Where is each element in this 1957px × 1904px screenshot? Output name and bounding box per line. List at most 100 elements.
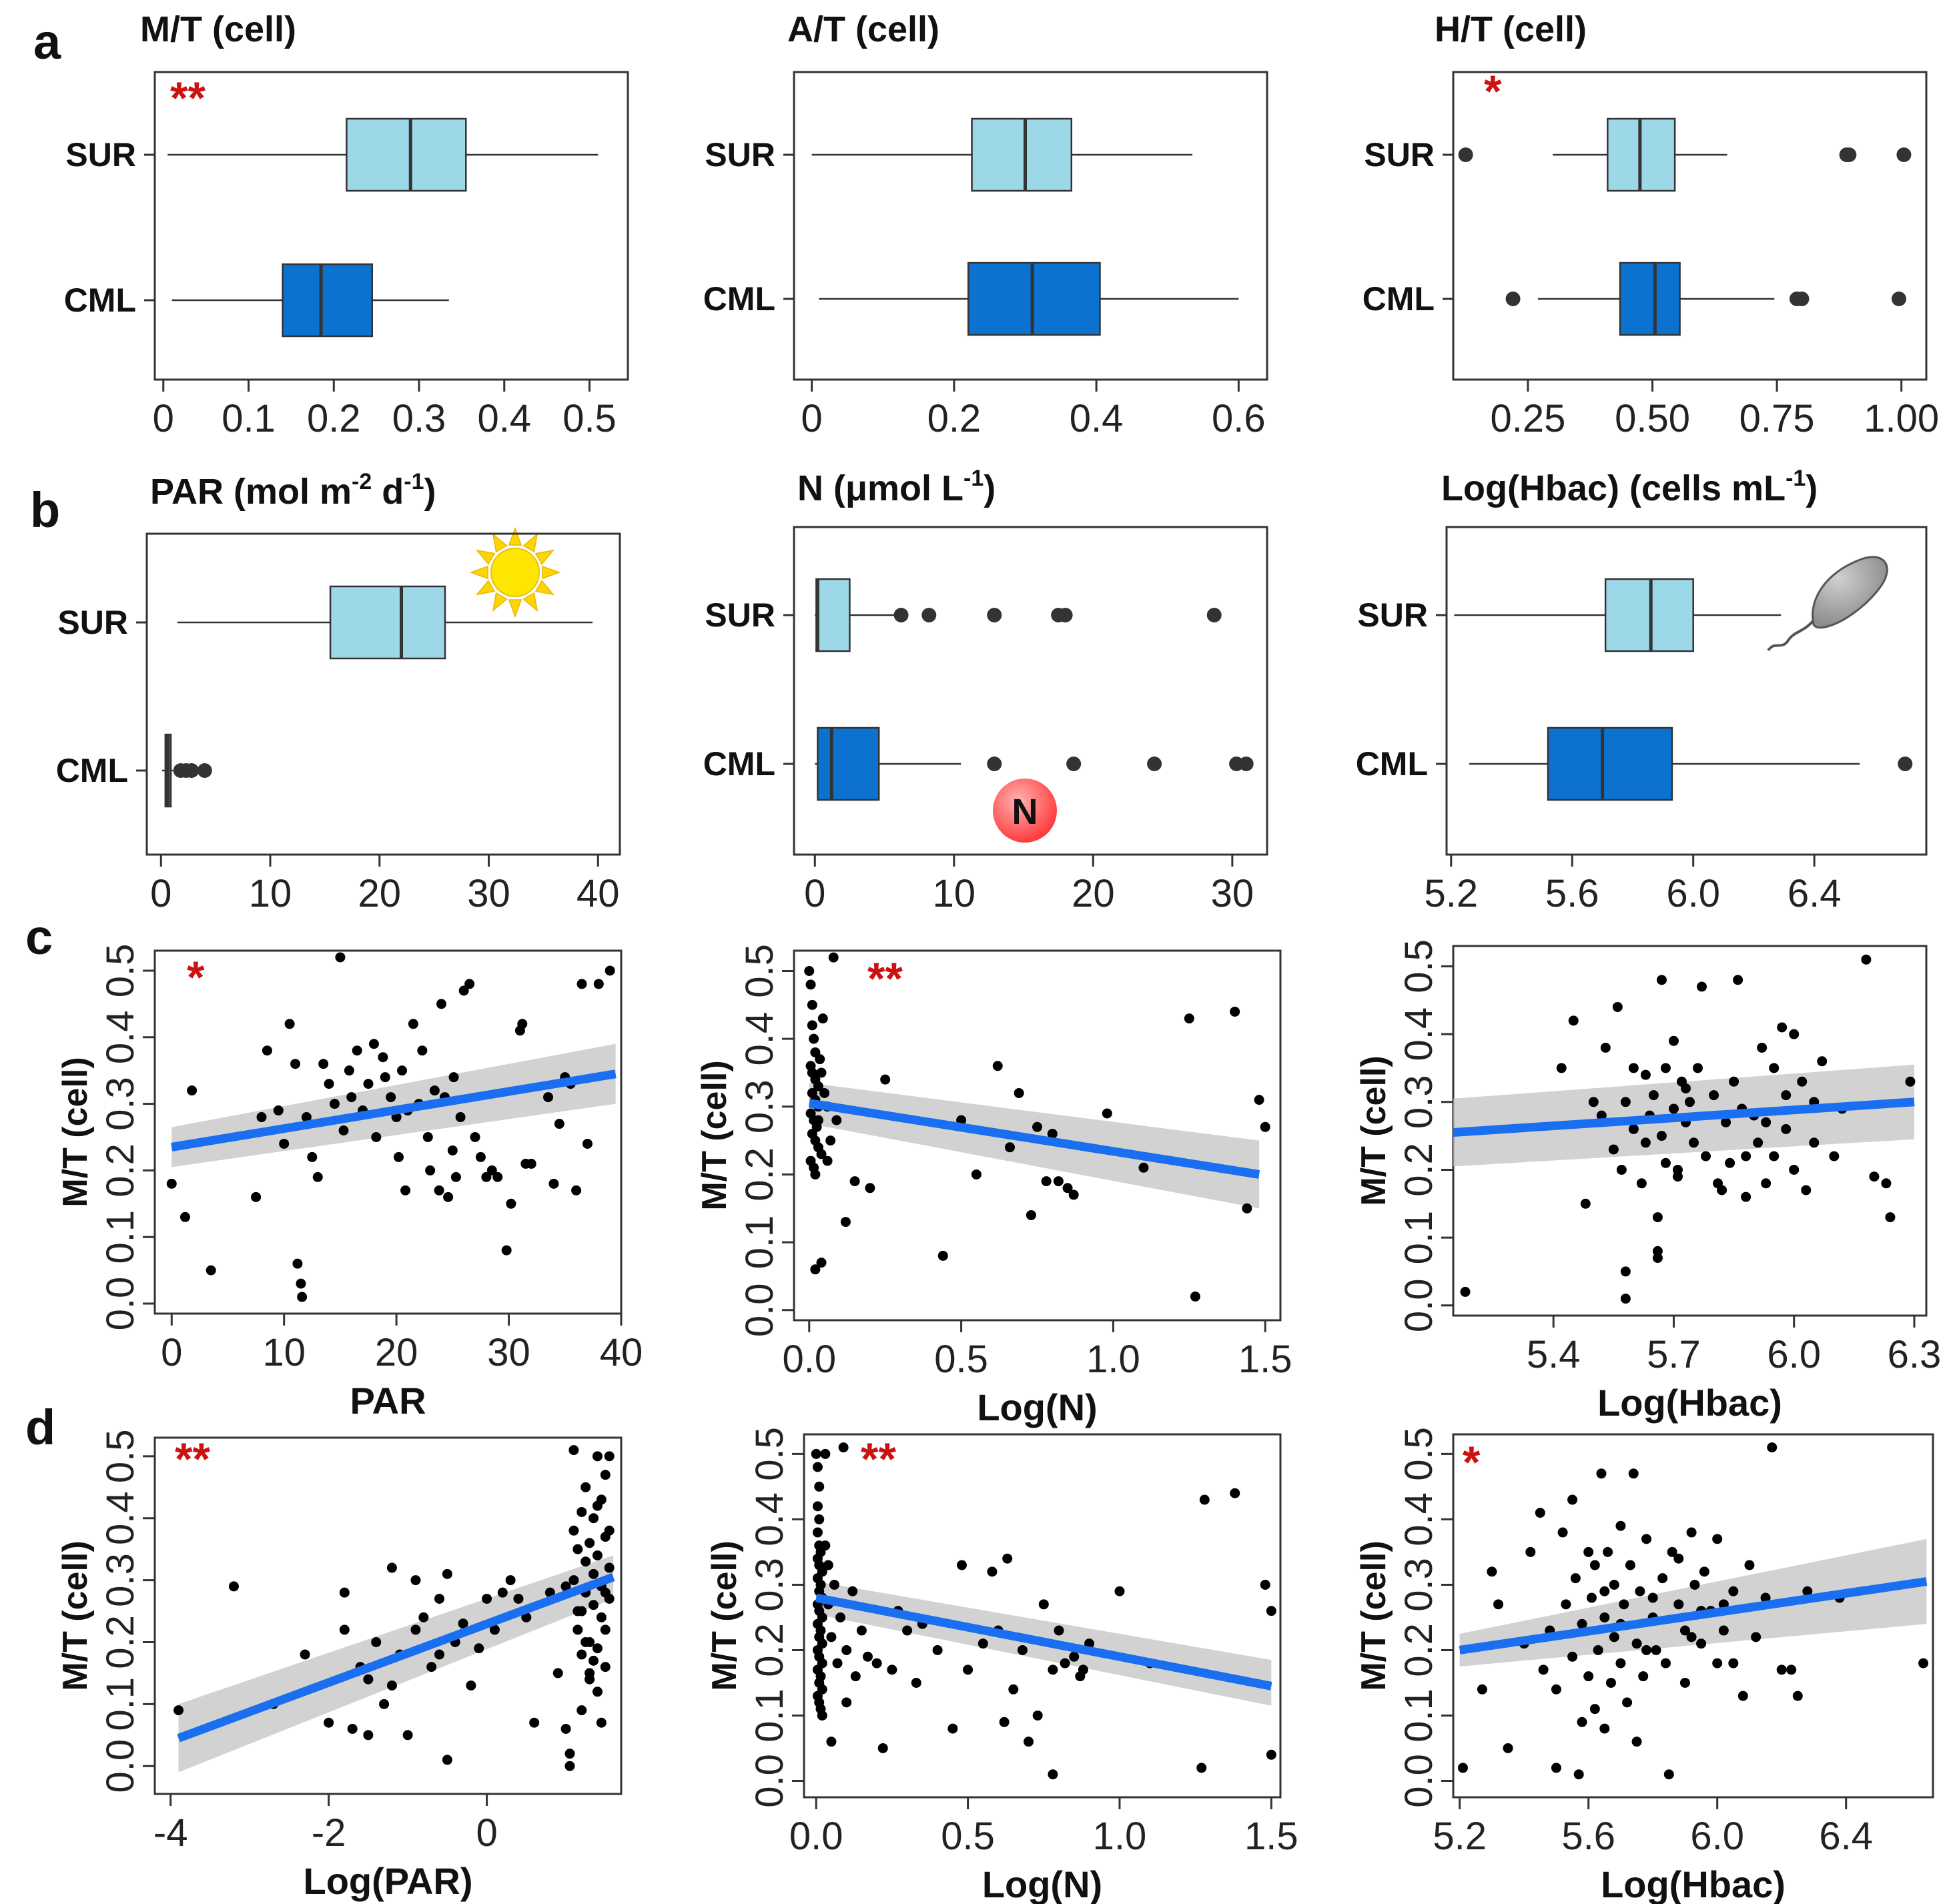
plot-frame (1452, 1433, 1934, 1799)
data-point (1636, 1178, 1647, 1189)
bacterium-flagellum (1767, 619, 1815, 652)
data-point (863, 1651, 873, 1662)
data-point (1656, 975, 1667, 985)
data-point (179, 1212, 190, 1222)
data-point (1631, 1638, 1642, 1649)
x-tick-label: 6.4 (1819, 1815, 1873, 1858)
data-point (564, 1749, 575, 1759)
box-outlier (1898, 757, 1913, 771)
data-point (1054, 1625, 1064, 1636)
data-point (1733, 975, 1743, 985)
data-point (1024, 1737, 1034, 1747)
data-point (1741, 1151, 1751, 1161)
sun-ray (508, 599, 522, 618)
data-point (442, 1755, 452, 1765)
sun-core (490, 548, 540, 597)
data-point (394, 1151, 404, 1162)
data-point (1230, 1006, 1240, 1017)
x-tick-label: 0.4 (1070, 397, 1124, 440)
x-tick-label: 6.0 (1690, 1815, 1744, 1858)
data-point (1616, 1164, 1627, 1175)
data-point (812, 1527, 823, 1538)
data-point (825, 1135, 836, 1146)
panel-title: M/T (cell) (140, 9, 296, 49)
panel-title-end: ) (1806, 468, 1818, 508)
data-point (1777, 1022, 1788, 1033)
panel-c3: 5.4 5.7 6.0 6.3 0.0 0.1 0.2 0.3 0.4 0.5 Log(Hbac) M… (1354, 939, 1941, 1424)
regression-line (808, 1099, 1260, 1179)
data-point (956, 1560, 967, 1570)
data-point (1457, 1763, 1468, 1773)
y-tick-label: 0.0 (738, 1283, 781, 1337)
data-point (552, 1668, 563, 1679)
y-tick-label: 0.4 (99, 1010, 142, 1064)
data-point (386, 1680, 397, 1691)
x-tick-label: 0.50 (1615, 397, 1690, 440)
data-point (1712, 1534, 1723, 1544)
data-point (501, 1245, 512, 1256)
data-point (1751, 1632, 1762, 1642)
data-point (1728, 1658, 1739, 1669)
y-tick-label: 0.1 (738, 1216, 781, 1270)
data-point (228, 1581, 239, 1592)
y-axis-label: M/T (cell) (705, 1540, 744, 1691)
data-point (1038, 1599, 1049, 1610)
data-point (312, 1171, 323, 1182)
data-point (560, 1723, 571, 1734)
data-point (1660, 1063, 1671, 1073)
x-tick-label: 0.25 (1491, 397, 1566, 440)
x-tick-label: 6.0 (1767, 1333, 1821, 1376)
data-point (397, 1065, 408, 1076)
data-point (262, 1045, 272, 1056)
panel-a1: 0 0.1 0.2 0.3 0.4 0.5 M/T (cell) SUR CML ** (64, 9, 629, 440)
data-point (506, 1198, 516, 1209)
data-point (1622, 1697, 1633, 1708)
category-label: SUR (705, 136, 775, 173)
x-tick-label: 0.2 (307, 397, 361, 440)
data-point (582, 1138, 593, 1149)
plot-frame (1452, 71, 1928, 381)
data-point (324, 1717, 334, 1728)
data-point (497, 1587, 508, 1598)
panel-title: H/T (cell) (1435, 9, 1587, 49)
data-point (880, 1074, 891, 1085)
data-point (576, 1705, 587, 1716)
data-point (402, 1730, 413, 1741)
x-tick-label: 0.2 (927, 397, 982, 440)
data-point (400, 1185, 411, 1196)
data-point (380, 1072, 390, 1083)
box-outlier (197, 763, 212, 778)
data-point (819, 1087, 830, 1098)
data-point (301, 1112, 312, 1123)
box-outlier (987, 608, 1002, 622)
data-point (1753, 1137, 1764, 1148)
data-point (1538, 1664, 1549, 1675)
data-point (1102, 1108, 1112, 1119)
panel-label-b: b (30, 482, 60, 538)
data-point (368, 1039, 379, 1049)
data-point (1781, 1123, 1792, 1134)
plot-frame (153, 949, 623, 1315)
data-point (1184, 1013, 1194, 1024)
data-point (932, 1644, 943, 1655)
data-point (339, 1624, 350, 1635)
data-point (1663, 1769, 1674, 1780)
data-point (596, 1612, 607, 1622)
data-point (429, 1085, 440, 1096)
x-tick-label: -2 (312, 1811, 346, 1855)
data-point (971, 1169, 982, 1179)
data-point (828, 952, 839, 963)
data-point (347, 1723, 358, 1734)
data-point (1781, 1090, 1792, 1101)
category-label: SUR (1357, 596, 1428, 634)
data-point (173, 1705, 184, 1716)
data-point (1656, 1131, 1667, 1141)
panel-title-sup: -2 (352, 469, 372, 494)
y-tick-label: 0.2 (748, 1623, 791, 1677)
data-point (1697, 981, 1707, 992)
data-point (877, 1743, 888, 1753)
data-point (379, 1699, 390, 1709)
data-point (1612, 1001, 1623, 1012)
data-point (813, 1115, 823, 1125)
data-point (284, 1019, 295, 1029)
